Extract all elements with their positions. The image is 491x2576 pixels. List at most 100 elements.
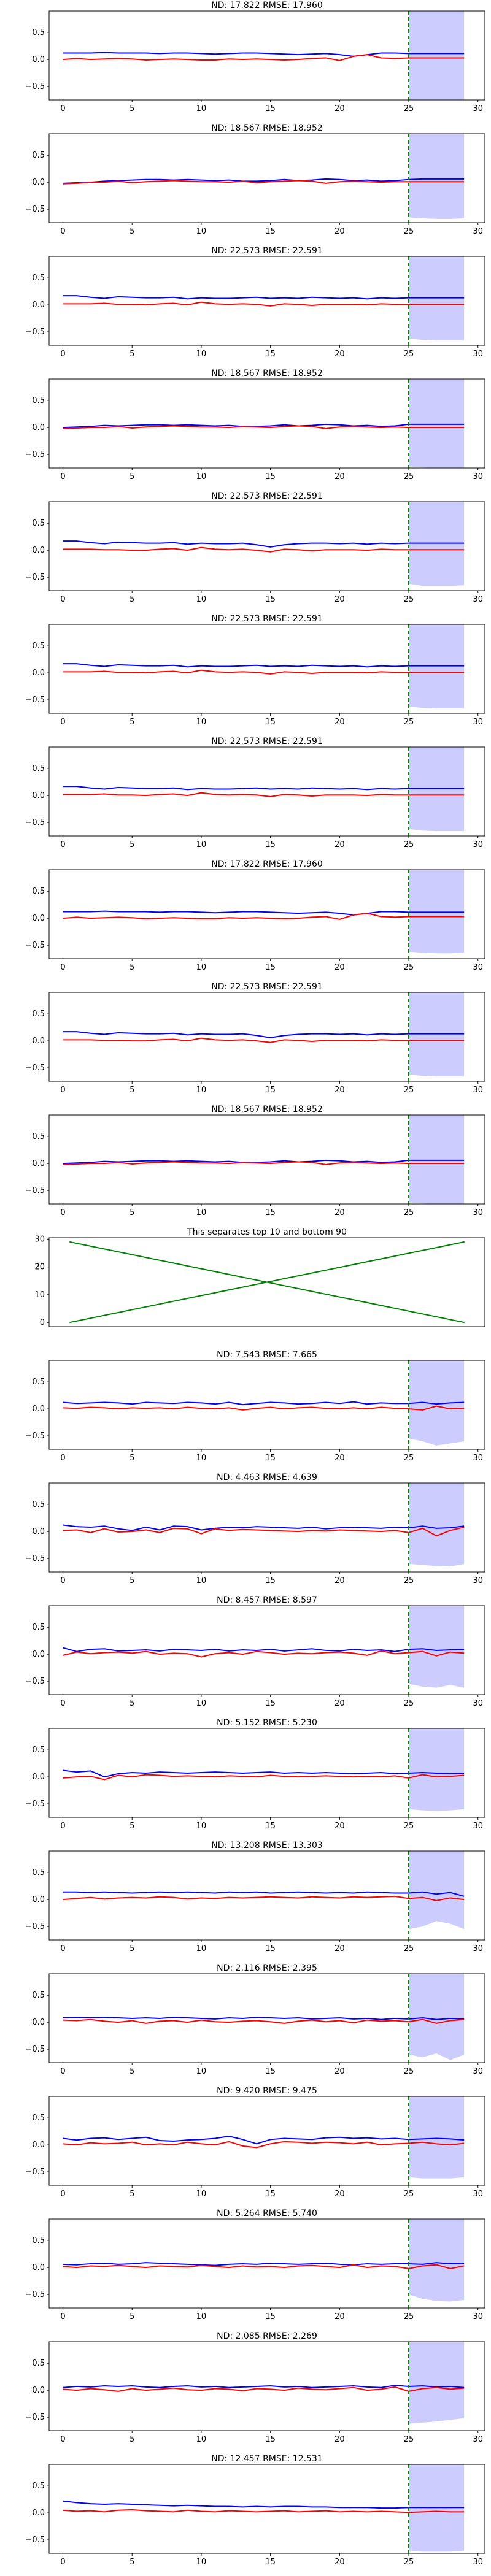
x-tick-label: 0: [60, 1822, 65, 1831]
axes-frame: [48, 2096, 485, 2186]
target-line-2: [63, 425, 465, 429]
plot-area: [63, 1606, 465, 1695]
x-tick-label: 25: [404, 350, 414, 359]
plot-area: [63, 502, 465, 591]
y-tick-label: 0.5: [32, 1500, 45, 1509]
y-tick-label: 0.0: [32, 1773, 45, 1782]
prediction-line-1: [63, 786, 465, 791]
prediction-interval: [409, 1606, 465, 1688]
axes-frame: [48, 10, 485, 101]
x-tick-label: 25: [404, 227, 414, 236]
prediction-line-1: [63, 2385, 465, 2388]
y-tick-label: 0.5: [32, 1132, 45, 1141]
axes-frame: [48, 1605, 485, 1695]
x-tick-label: 25: [404, 1944, 414, 1953]
y-tick-label: −0.5: [25, 2536, 45, 2545]
target-line-2: [63, 1161, 465, 1165]
separator-line-2: [69, 1241, 465, 1324]
prediction-line-1: [63, 1159, 465, 1165]
x-tick-label: 15: [265, 1086, 276, 1095]
subplot-title: ND: 18.567 RMSE: 18.952: [211, 1105, 323, 1114]
y-tick-label: 30: [34, 1235, 45, 1244]
x-tick-label: 10: [196, 350, 207, 359]
x-tick-label: 0: [60, 595, 65, 604]
prediction-line-1: [63, 1401, 465, 1406]
y-tick-label: −0.5: [25, 2168, 45, 2177]
x-tick-label: 30: [473, 1822, 483, 1831]
prediction-interval: [409, 1728, 465, 1811]
subplot-title: ND: 4.463 RMSE: 4.639: [217, 1473, 317, 1482]
target-line-2: [63, 54, 465, 61]
y-tick-label: 0.5: [32, 887, 45, 896]
x-tick-label: 30: [473, 1699, 483, 1708]
x-tick-label: 15: [265, 1944, 276, 1953]
prediction-interval: [409, 870, 465, 954]
x-tick-label: 30: [473, 963, 483, 972]
subplot-title: ND: 12.457 RMSE: 12.531: [211, 2454, 323, 2464]
x-tick-label: 0: [60, 350, 65, 359]
x-tick-label: 15: [265, 2067, 276, 2076]
x-tick-label: 15: [265, 350, 276, 359]
x-tick-label: 10: [196, 2558, 207, 2567]
plot-area: [63, 134, 465, 223]
y-tick-label: −0.5: [25, 1432, 45, 1441]
subplot-title: ND: 22.573 RMSE: 22.591: [211, 246, 323, 256]
prediction-line-1: [63, 295, 465, 300]
x-tick-label: 15: [265, 2435, 276, 2444]
y-tick-label: 0.5: [32, 642, 45, 651]
prediction-line-1: [63, 178, 465, 184]
x-tick-label: 5: [130, 1086, 134, 1095]
x-tick-label: 15: [265, 227, 276, 236]
x-tick-label: 10: [196, 1576, 207, 1585]
x-tick-label: 25: [404, 718, 414, 727]
x-tick-label: 10: [196, 2435, 207, 2444]
prediction-line-1: [63, 2262, 465, 2266]
x-tick-label: 10: [196, 104, 207, 113]
y-tick-label: 0.5: [32, 1010, 45, 1019]
prediction-interval: [409, 1974, 465, 2060]
x-tick-label: 20: [334, 2435, 345, 2444]
prediction-interval: [409, 1360, 465, 1446]
x-tick-label: 0: [60, 718, 65, 727]
plot-area: [63, 1360, 465, 1449]
axes-frame: [48, 1114, 485, 1205]
subplot-13: ND: 4.463 RMSE: 4.639 0 5 10 15 20 25 30 −0.5 0.0…: [25, 1473, 485, 1585]
subplot-title: ND: 5.152 RMSE: 5.230: [217, 1718, 317, 1728]
subplot-title: ND: 18.567 RMSE: 18.952: [211, 369, 323, 378]
subplot-title: ND: 2.085 RMSE: 2.269: [217, 2331, 317, 2341]
subplot-3: ND: 22.573 RMSE: 22.591 0 5 10 15 20 25 30 −0.5 0…: [25, 246, 485, 359]
x-tick-label: 0: [60, 2067, 65, 2076]
prediction-interval: [409, 134, 465, 219]
y-tick-label: 0.5: [32, 1991, 45, 2000]
y-tick-label: −0.5: [25, 696, 45, 705]
x-tick-label: 25: [404, 2190, 414, 2199]
plot-area: [63, 1728, 465, 1817]
x-tick-label: 15: [265, 1576, 276, 1585]
subplot-15: ND: 5.152 RMSE: 5.230 0 5 10 15 20 25 30 −0.5 0.0…: [25, 1718, 485, 1831]
x-tick-label: 25: [404, 2558, 414, 2567]
axes-frame: [48, 624, 485, 714]
y-tick-label: 0.5: [32, 2114, 45, 2123]
x-tick-label: 10: [196, 2312, 207, 2321]
y-tick-label: 0.5: [32, 2236, 45, 2245]
y-tick-label: −0.5: [25, 2290, 45, 2299]
x-tick-label: 0: [60, 227, 65, 236]
y-tick-label: 0.5: [32, 2482, 45, 2491]
x-tick-label: 5: [130, 1699, 134, 1708]
prediction-line-1: [63, 2136, 465, 2145]
prediction-line-1: [63, 2017, 465, 2020]
plot-area: [63, 992, 465, 1081]
y-tick-label: −0.5: [25, 2413, 45, 2422]
plot-area: [63, 2464, 465, 2553]
subplot-title: ND: 22.573 RMSE: 22.591: [211, 737, 323, 746]
prediction-interval: [409, 1851, 465, 1930]
x-tick-label: 10: [196, 2067, 207, 2076]
x-tick-label: 30: [473, 472, 483, 481]
x-tick-label: 20: [334, 840, 345, 849]
subplot-title: ND: 13.208 RMSE: 13.303: [211, 1841, 323, 1850]
x-tick-label: 0: [60, 472, 65, 481]
y-tick-label: −0.5: [25, 1677, 45, 1686]
x-tick-label: 25: [404, 1086, 414, 1095]
y-tick-label: 0.0: [32, 669, 45, 678]
